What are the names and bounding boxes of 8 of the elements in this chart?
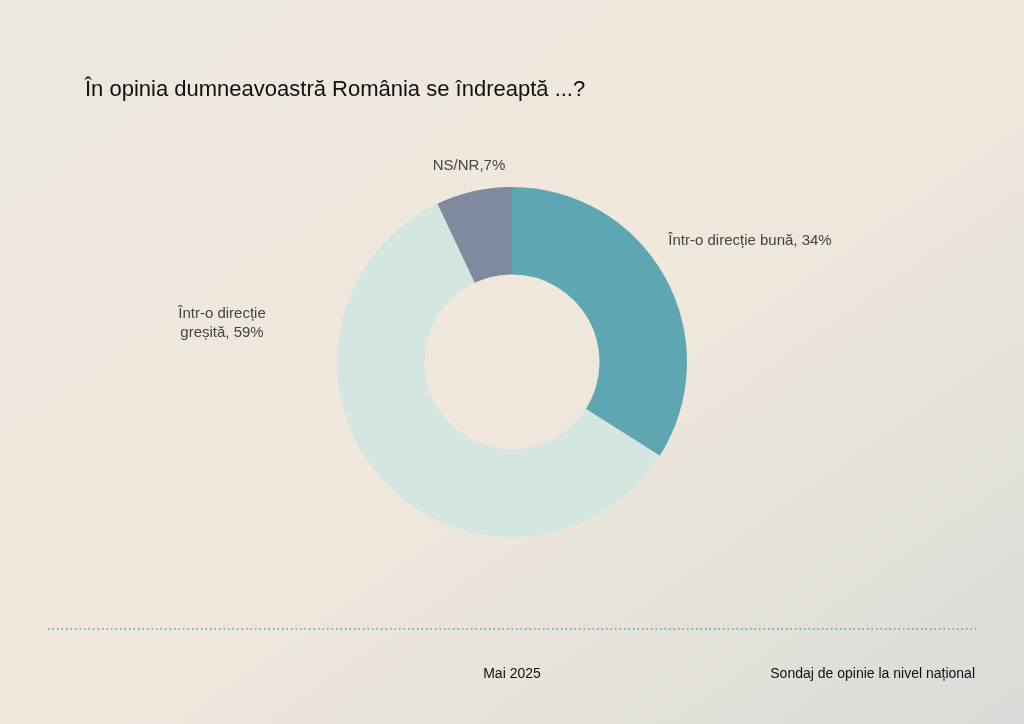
donut-slice: [337, 203, 660, 537]
slice-label: Într-o direcție bună, 34%: [667, 230, 833, 249]
donut-slice: [437, 187, 512, 283]
text: Mai 2025: [483, 665, 542, 681]
slice-label: Într-o direcție greșită, 59%: [177, 303, 267, 341]
text: Sondaj de opinie la nivel național: [770, 665, 975, 681]
chart-title: În opinia dumneavoastră România se îndreaptă ...?: [84, 76, 586, 101]
slice-label: NS/NR,7%: [432, 155, 506, 173]
